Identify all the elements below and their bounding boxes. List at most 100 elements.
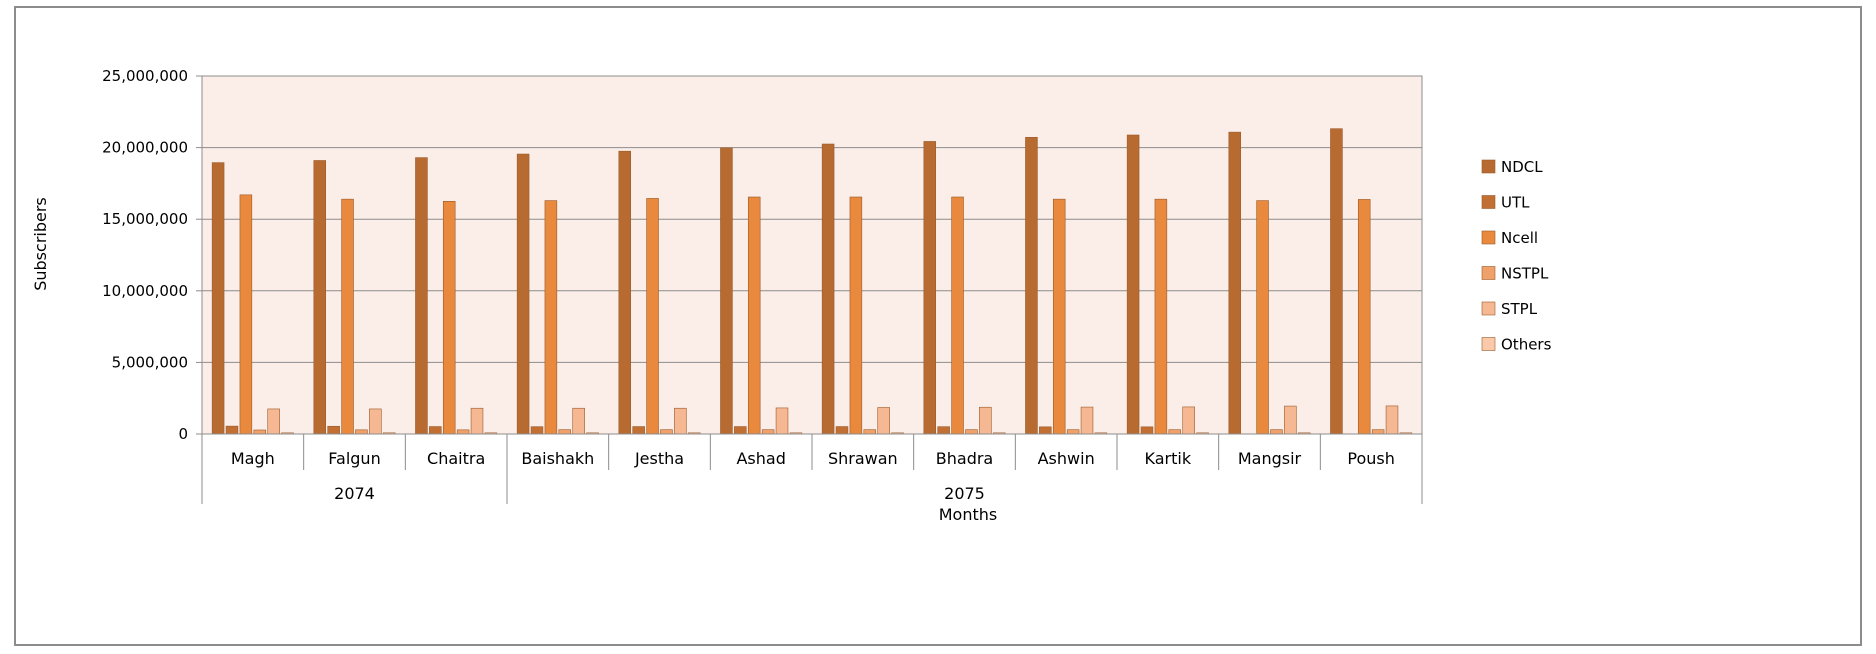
bar-ndcl-baishakh [516,153,530,435]
bar-nstpl-ashad [761,429,775,435]
bar-ncell-ashwin [1052,198,1066,435]
bar-stpl-ashad [775,407,789,435]
plot-area [201,75,1423,435]
bar-utl-ashad [734,426,747,435]
bar-nstpl-shrawan [863,429,877,435]
bar-ncell-shrawan [849,196,863,435]
bar-utl-shrawan [835,426,849,435]
x-group-label: 2075 [944,484,985,503]
bar-ncell-kartik [1154,198,1168,435]
legend-swatch-others [1481,337,1496,351]
chart-frame: 0 5,000,000 10,000,000 15,000,000 20,000,000… [14,6,1862,646]
x-category-label: Mangsir [1238,449,1302,468]
bar-stpl-shrawan [877,407,890,435]
bar-nstpl-ashwin [1066,429,1080,435]
x-category-label: Magh [231,449,275,468]
bar-stpl-falgun [369,408,382,435]
y-tick-label: 25,000,000 [102,67,188,85]
bar-nstpl-bhadra [965,429,978,435]
bar-stpl-poush [1385,405,1399,435]
y-axis-title: Subscribers [31,197,50,291]
bar-ndcl-chaitra [415,157,428,435]
bar-nstpl-kartik [1168,429,1182,435]
bars [211,128,1413,435]
y-tick-label: 0 [178,425,188,443]
bar-ncell-bhadra [951,196,964,435]
bar-ndcl-kartik [1126,134,1140,435]
bar-ndcl-ashwin [1025,136,1038,435]
bar-ndcl-poush [1330,128,1343,435]
bar-ncell-magh [239,194,253,435]
legend-label-ndcl: NDCL [1501,158,1543,176]
x-group-label: 2074 [334,484,375,503]
bar-ndcl-bhadra [923,141,937,435]
x-category-label: Chaitra [427,449,485,468]
x-category-label: Baishakh [521,449,594,468]
bar-stpl-bhadra [979,406,992,435]
x-axis-title: Months [939,505,997,524]
y-axis: 0 5,000,000 10,000,000 15,000,000 20,000,000… [102,67,203,443]
legend-label-stpl: STPL [1501,300,1538,318]
bar-ncell-falgun [341,198,354,435]
bar-chart: 0 5,000,000 10,000,000 15,000,000 20,000,000… [31,67,1552,524]
x-category-label: Falgun [328,449,380,468]
y-tick-label: 5,000,000 [112,353,188,371]
bar-nstpl-magh [253,429,267,435]
bar-stpl-kartik [1182,406,1195,435]
bar-utl-jestha [632,426,645,435]
x-category-label: Shrawan [828,449,898,468]
bar-ncell-poush [1357,199,1371,435]
x-category-label: Poush [1347,449,1394,468]
x-category-label: Kartik [1145,449,1192,468]
bar-utl-bhadra [937,426,950,435]
bar-nstpl-falgun [355,429,368,435]
bar-stpl-chaitra [470,407,484,435]
bar-ncell-baishakh [544,200,558,435]
legend-swatch-stpl [1481,301,1496,316]
plot-background [201,75,1423,435]
bar-ndcl-jestha [618,150,632,435]
bar-ncell-jestha [646,198,659,435]
legend-label-ncell: Ncell [1501,229,1538,247]
legend-swatch-nstpl [1481,266,1496,280]
bar-ndcl-falgun [313,160,327,435]
x-category-label: Bhadra [936,449,993,468]
bar-stpl-jestha [674,407,687,435]
bar-nstpl-poush [1371,429,1385,435]
bar-utl-chaitra [429,426,442,435]
bar-nstpl-jestha [660,429,673,435]
bar-ndcl-mangsir [1228,131,1242,435]
bar-ncell-mangsir [1256,200,1269,435]
y-tick-label: 15,000,000 [102,210,188,228]
x-category-label: Ashad [736,449,785,468]
bar-stpl-mangsir [1284,405,1297,435]
x-category-label: Jestha [634,449,684,468]
bar-stpl-magh [267,408,280,435]
y-tick-label: 10,000,000 [102,282,188,300]
bar-ndcl-magh [211,162,225,435]
legend-label-nstpl: NSTPL [1501,265,1549,283]
bar-ndcl-shrawan [821,143,835,435]
bar-stpl-baishakh [572,407,585,435]
bar-utl-magh [225,425,239,435]
legend-label-utl: UTL [1501,194,1530,212]
bar-ncell-ashad [747,196,761,435]
bar-nstpl-baishakh [558,429,572,435]
x-axis: Magh Falgun Chaitra Baishakh Jestha Ashad Shra… [201,433,1423,504]
bar-utl-baishakh [530,426,544,435]
legend-swatch-ndcl [1481,159,1496,174]
legend-swatch-utl [1481,195,1496,209]
x-category-label: Ashwin [1038,449,1095,468]
y-tick-label: 20,000,000 [102,139,188,157]
legend: NDCL UTL Ncell NSTPL STPL Others [1481,158,1552,354]
bar-nstpl-mangsir [1270,429,1283,435]
bar-utl-falgun [327,425,340,435]
bar-utl-kartik [1140,426,1154,435]
bar-stpl-ashwin [1080,406,1094,435]
legend-label-others: Others [1501,336,1552,354]
bar-ncell-chaitra [442,201,456,435]
bar-utl-ashwin [1039,426,1052,435]
bar-ndcl-ashad [720,147,733,435]
bar-nstpl-chaitra [456,429,470,435]
legend-swatch-ncell [1481,230,1496,245]
